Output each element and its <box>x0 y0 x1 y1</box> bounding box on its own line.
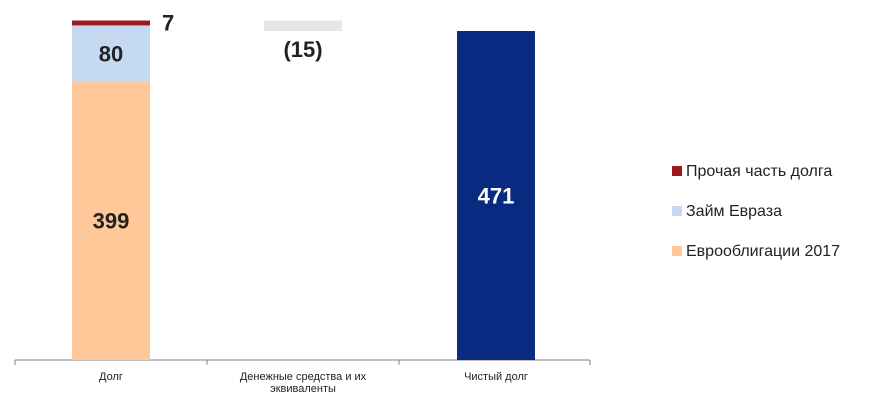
legend-swatch <box>672 206 682 216</box>
bar-segment-прочая-часть-долга <box>72 20 150 26</box>
bar-cash-step <box>264 20 342 31</box>
bar-segment-займ-евраза <box>72 25 150 82</box>
data-label: 399 <box>93 209 130 234</box>
legend-swatch <box>672 166 682 176</box>
legend-label: Прочая часть долга <box>686 163 832 180</box>
data-label: 80 <box>99 41 123 66</box>
x-tick-label: Денежные средства и их эквиваленты <box>240 371 367 395</box>
data-label: 7 <box>162 11 174 36</box>
data-label: 471 <box>478 184 515 209</box>
x-tick-label: Чистый долг <box>464 371 528 383</box>
x-tick-label: Долг <box>99 371 123 383</box>
bar-total <box>457 31 535 360</box>
bar-segment-еврооблигации-2017 <box>72 81 150 360</box>
data-label: (15) <box>283 37 322 62</box>
legend-label: Еврооблигации 2017 <box>686 243 840 260</box>
legend-label: Займ Евраза <box>686 203 782 220</box>
legend-swatch <box>672 246 682 256</box>
